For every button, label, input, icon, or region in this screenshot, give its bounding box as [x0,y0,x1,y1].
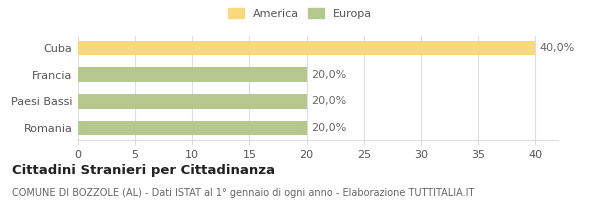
Text: COMUNE DI BOZZOLE (AL) - Dati ISTAT al 1° gennaio di ogni anno - Elaborazione TU: COMUNE DI BOZZOLE (AL) - Dati ISTAT al 1… [12,188,475,198]
Text: 20,0%: 20,0% [311,96,346,106]
Text: Cittadini Stranieri per Cittadinanza: Cittadini Stranieri per Cittadinanza [12,164,275,177]
Bar [78,121,307,135]
Text: 20,0%: 20,0% [311,123,346,133]
Legend: America, Europa: America, Europa [226,6,374,21]
Text: 20,0%: 20,0% [311,70,346,80]
Bar [78,67,307,82]
Bar [78,94,307,109]
Bar [78,41,535,55]
Text: 40,0%: 40,0% [540,43,575,53]
